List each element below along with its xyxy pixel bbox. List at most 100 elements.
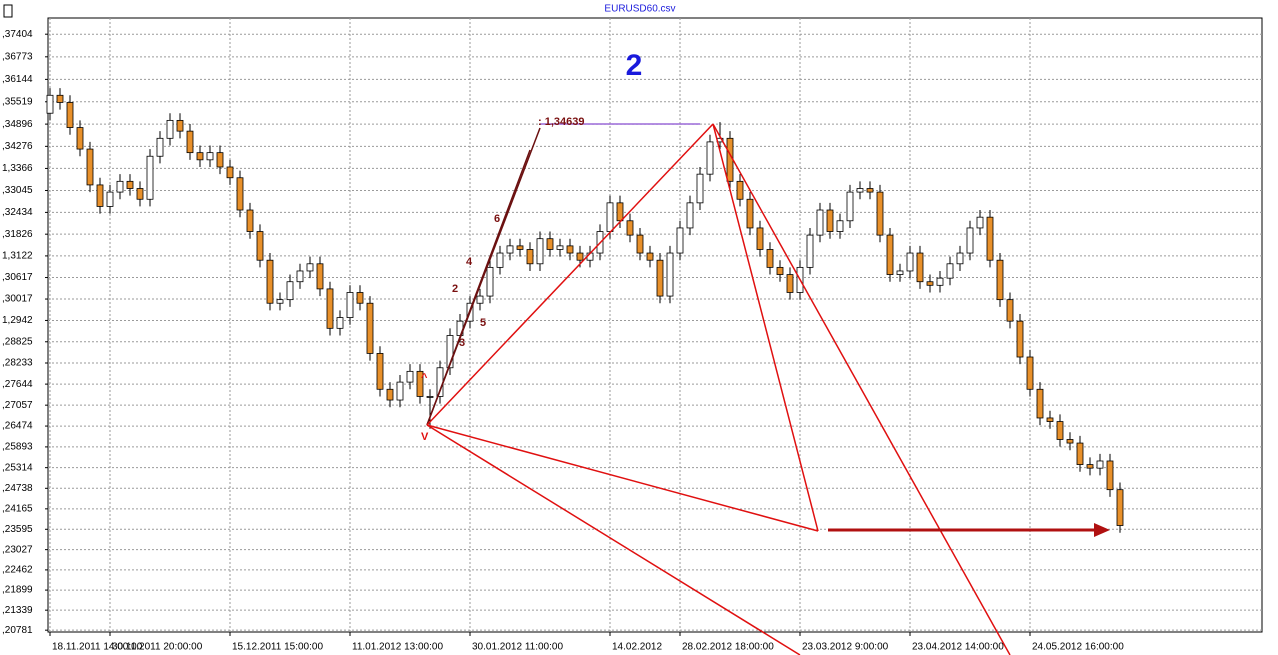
x-tick-label: 11.01.2012 13:00:00 bbox=[352, 642, 443, 653]
candle-body bbox=[316, 263, 324, 290]
candle-body bbox=[1026, 356, 1034, 390]
candle-body bbox=[1046, 417, 1054, 422]
candle-body bbox=[106, 191, 114, 207]
annotation: 2 bbox=[626, 49, 643, 82]
candle-body bbox=[406, 370, 414, 383]
candle-body bbox=[826, 209, 834, 232]
candle-body bbox=[166, 119, 174, 139]
candle-body bbox=[506, 245, 514, 254]
candle-body bbox=[386, 388, 394, 401]
candle-body bbox=[1006, 299, 1014, 322]
y-tick-label: ,28825 bbox=[2, 336, 33, 347]
candle-body bbox=[696, 173, 704, 204]
y-tick-label: ,33045 bbox=[2, 185, 33, 196]
candle-body bbox=[766, 249, 774, 268]
candle-body bbox=[66, 102, 74, 128]
candle-body bbox=[116, 180, 124, 193]
candle-body bbox=[126, 180, 134, 189]
candle-body bbox=[646, 252, 654, 261]
y-tick-label: 1,2942 bbox=[2, 315, 33, 326]
candle-body bbox=[736, 180, 744, 200]
plot-frame bbox=[47, 17, 1263, 633]
candle-body bbox=[376, 353, 384, 390]
candle-body bbox=[866, 188, 874, 193]
candle-body bbox=[266, 259, 274, 304]
candle-body bbox=[576, 252, 584, 261]
annotation: 5 bbox=[480, 317, 486, 329]
candle-body bbox=[846, 191, 854, 222]
candle-body bbox=[616, 202, 624, 222]
y-tick-label: ,36773 bbox=[2, 51, 33, 62]
x-tick-label: 23.04.2012 14:00:00 bbox=[912, 642, 1004, 653]
candle-body bbox=[186, 130, 194, 154]
candle-body bbox=[526, 249, 534, 265]
candle-body bbox=[446, 335, 454, 369]
y-tick-label: ,30017 bbox=[2, 294, 33, 305]
candle-body bbox=[396, 381, 404, 401]
candle-body bbox=[276, 299, 284, 304]
candle-body bbox=[76, 127, 84, 150]
y-tick-label: ,23595 bbox=[2, 524, 33, 535]
x-tick-label: 23.03.2012 9:00:00 bbox=[802, 642, 889, 653]
candle-body bbox=[1086, 464, 1094, 469]
y-tick-label: ,34276 bbox=[2, 141, 33, 152]
candle-body bbox=[776, 266, 784, 275]
annotation: : 1,34639 bbox=[538, 116, 584, 128]
candle-body bbox=[206, 152, 214, 161]
candle-body bbox=[806, 234, 814, 268]
y-tick-label: ,35519 bbox=[2, 96, 33, 107]
candle-body bbox=[666, 252, 674, 297]
candle-body bbox=[656, 259, 664, 297]
candle-body bbox=[976, 216, 984, 229]
candle-body bbox=[146, 155, 154, 200]
y-tick-label: ,23027 bbox=[2, 544, 33, 555]
candle-body bbox=[346, 292, 354, 318]
candle-body bbox=[196, 152, 204, 161]
y-tick-label: ,34896 bbox=[2, 119, 33, 130]
annotation: V bbox=[421, 431, 429, 443]
candle-body bbox=[946, 263, 954, 279]
candle-body bbox=[756, 227, 764, 250]
candle-body bbox=[816, 209, 824, 236]
y-tick-label: ,25314 bbox=[2, 462, 33, 473]
trend-line bbox=[712, 123, 1011, 655]
candle-body bbox=[916, 252, 924, 283]
trend-line bbox=[426, 123, 714, 426]
y-tick-label: ,21899 bbox=[2, 585, 33, 596]
candle-body bbox=[956, 252, 964, 265]
candle-body bbox=[296, 270, 304, 283]
trend-line bbox=[426, 424, 801, 655]
candle-body bbox=[176, 119, 184, 132]
trend-line bbox=[426, 424, 819, 532]
y-tick-label: ,27644 bbox=[2, 379, 33, 390]
candle-body bbox=[706, 141, 714, 175]
chart-title: EURUSD60.csv bbox=[604, 4, 675, 15]
candle-body bbox=[786, 274, 794, 293]
candle-body bbox=[856, 188, 864, 193]
candle-body bbox=[476, 295, 484, 304]
candle-body bbox=[966, 227, 974, 254]
x-tick-label: 18.11.2011 14:00:00 bbox=[52, 642, 143, 653]
annotation: 2 bbox=[452, 283, 458, 295]
candle-body bbox=[236, 177, 244, 211]
x-tick-label: 15.12.2011 15:00:00 bbox=[232, 642, 323, 653]
candle-body bbox=[1096, 460, 1104, 469]
candle-body bbox=[56, 94, 64, 103]
candle-body bbox=[326, 288, 334, 329]
candle-body bbox=[986, 216, 994, 261]
candle-body bbox=[926, 281, 934, 286]
candle-body bbox=[416, 370, 424, 397]
window-icon bbox=[3, 4, 13, 18]
candle-body bbox=[566, 245, 574, 254]
candle-body bbox=[256, 231, 264, 261]
y-tick-label: ,32434 bbox=[2, 207, 33, 218]
candle-body bbox=[426, 396, 434, 398]
arrow-head bbox=[1094, 523, 1110, 537]
candle-body bbox=[636, 234, 644, 254]
candle-body bbox=[86, 148, 94, 186]
trend-line bbox=[712, 123, 819, 532]
candle-body bbox=[366, 302, 374, 354]
candle-body bbox=[46, 94, 54, 114]
